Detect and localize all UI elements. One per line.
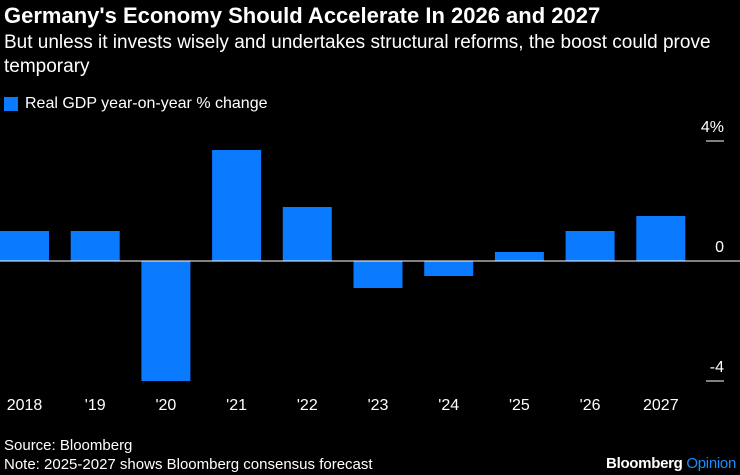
x-tick-label-6: '24 [438,397,459,414]
y-tick-label-0: 4% [701,119,724,136]
chart-title: Germany's Economy Should Accelerate In 2… [4,3,601,28]
x-tick-label-3: '21 [226,397,247,414]
bar-2 [141,261,191,381]
chart-subtitle: But unless it invests wisely and underta… [4,32,711,77]
x-tick-label-5: '23 [368,397,389,414]
bar-5 [353,261,403,288]
bar-0 [0,231,49,261]
legend-label: Real GDP year-on-year % change [25,95,268,112]
bar-3 [212,150,262,261]
x-tick-label-9: 2027 [643,397,679,414]
brand-primary: Bloomberg [606,455,683,472]
x-tick-label-1: '19 [85,397,106,414]
x-tick-label-7: '25 [509,397,530,414]
y-tick-label-2: -4 [710,359,724,376]
bar-9 [636,216,686,261]
bar-4 [282,207,332,261]
x-tick-label-2: '20 [155,397,176,414]
bar-7 [494,252,544,261]
source-note: Source: Bloomberg [4,437,133,454]
legend: Real GDP year-on-year % change [4,95,268,113]
brand-accent: Opinion [686,455,736,472]
legend-swatch [4,97,18,111]
forecast-note: Note: 2025-2027 shows Bloomberg consensu… [4,456,373,473]
y-tick-label-1: 0 [715,239,724,256]
x-tick-label-8: '26 [580,397,601,414]
x-tick-label-0: 2018 [7,397,43,414]
bar-6 [424,261,474,276]
brand-logo: Bloomberg Opinion [606,455,736,472]
bar-1 [70,231,120,261]
x-tick-label-4: '22 [297,397,318,414]
bar-8 [565,231,615,261]
